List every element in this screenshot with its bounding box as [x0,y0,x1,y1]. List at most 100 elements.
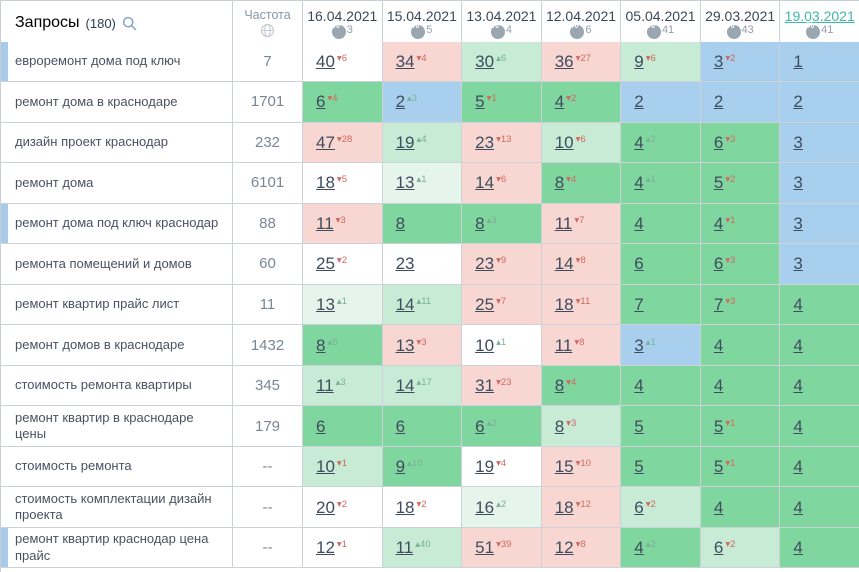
position-link[interactable]: 6 ▾2 [634,497,656,517]
position-link[interactable]: 4 [793,538,803,558]
position-link[interactable]: 25 ▾2 [316,254,347,274]
position-link[interactable]: 4 [713,497,724,517]
position-link[interactable]: 4 ▾2 [554,92,577,112]
keyword-cell[interactable]: ремонт квартир краснодар цена прайс [1,527,233,569]
position-link[interactable]: 2 [793,92,803,112]
position-link[interactable]: 20 ▾2 [316,497,347,517]
position-link[interactable]: 14 ▾8 [554,254,586,274]
position-link[interactable]: 11 ▾7 [554,213,585,233]
position-link[interactable]: 2 ▴3 [395,92,418,112]
position-link[interactable]: 5 [634,416,644,436]
position-link[interactable]: 6 ▾3 [713,132,736,152]
position-link[interactable]: 8 ▾3 [554,416,577,436]
position-link[interactable]: 51 ▾39 [475,538,512,558]
position-link[interactable]: 5 ▾1 [713,416,736,436]
frequency-header[interactable]: Частота [233,1,303,46]
position-link[interactable]: 4 [713,376,724,396]
position-link[interactable]: 1 [793,51,803,71]
position-link[interactable]: 40 ▾6 [316,51,347,71]
position-link[interactable]: 4 ▴2 [634,538,656,558]
position-link[interactable]: 3 [793,173,803,193]
position-link[interactable]: 13 ▴1 [395,173,427,193]
keyword-cell[interactable]: ремонт квартир в краснодаре цены [1,406,233,447]
position-link[interactable]: 2 [634,92,644,112]
position-link[interactable]: 4 [793,376,803,396]
position-link[interactable]: 8 ▾4 [554,173,577,193]
position-link[interactable]: 7 ▾3 [713,294,736,314]
position-link[interactable]: 5 ▾1 [475,92,497,112]
position-link[interactable]: 4 [793,294,803,314]
position-link[interactable]: 18 ▾12 [554,497,591,517]
position-link[interactable]: 4 ▴2 [634,132,656,152]
position-link[interactable]: 7 [634,294,644,314]
position-link[interactable]: 4 [634,376,644,396]
keyword-cell[interactable]: ремонт квартир прайс лист [1,284,233,326]
position-link[interactable]: 12 ▾8 [554,538,586,558]
position-link[interactable]: 6 ▴2 [475,416,497,436]
date-header[interactable]: 13.04.2021 % 4 [462,1,542,46]
position-link[interactable]: 4 [793,335,803,355]
position-link[interactable]: 18 ▾5 [316,173,347,193]
position-link[interactable]: 10 ▾6 [554,132,586,152]
keyword-cell[interactable]: стоимость ремонта квартиры [1,365,233,407]
position-link[interactable]: 6 ▾4 [316,92,338,112]
position-link[interactable]: 11 ▾3 [316,213,346,233]
keyword-cell[interactable]: ремонт дома под ключ краснодар [1,203,233,245]
position-link[interactable]: 11 ▾8 [554,335,585,355]
position-link[interactable]: 4 [634,213,644,233]
position-link[interactable]: 15 ▾10 [554,457,591,477]
position-link[interactable]: 10 ▴1 [475,335,507,355]
date-header[interactable]: 12.04.2021 % 6 [541,1,622,46]
position-link[interactable]: 36 ▾27 [554,51,591,71]
position-link[interactable]: 31 ▾23 [475,376,512,396]
position-link[interactable]: 13 ▾3 [395,335,427,355]
position-link[interactable]: 23 ▾13 [475,132,512,152]
position-link[interactable]: 3 [793,132,803,152]
position-link[interactable]: 25 ▾7 [475,294,507,314]
position-link[interactable]: 3 ▾2 [713,51,736,71]
date-header[interactable]: 16.04.2021 % 3 [303,1,383,46]
date-header[interactable]: 19.03.2021 % 41 [780,1,859,46]
position-link[interactable]: 47 ▾28 [316,132,353,152]
keyword-cell[interactable]: ремонт домов в краснодаре [1,325,233,366]
position-link[interactable]: 5 ▾2 [713,173,736,193]
position-link[interactable]: 14 ▴11 [395,294,432,314]
position-link[interactable]: 2 [713,92,724,112]
position-link[interactable]: 4 [793,457,803,477]
keyword-cell[interactable]: ремонт дома [1,163,233,204]
position-link[interactable]: 19 ▾4 [475,457,507,477]
position-link[interactable]: 23 ▾9 [475,254,507,274]
position-link[interactable]: 14 ▾6 [475,173,507,193]
position-link[interactable]: 4 ▾1 [713,213,736,233]
position-link[interactable]: 34 ▾4 [395,51,427,71]
position-link[interactable]: 9 ▴10 [395,457,423,477]
position-link[interactable]: 12 ▾1 [316,538,347,558]
position-link[interactable]: 5 [634,457,644,477]
keyword-cell[interactable]: стоимость комплектации дизайн проекта [1,487,233,528]
search-icon[interactable] [122,16,137,31]
position-link[interactable]: 11 ▴40 [395,538,431,558]
position-link[interactable]: 8 ▾4 [554,376,577,396]
position-link[interactable]: 4 [793,416,803,436]
position-link[interactable]: 5 ▾1 [713,457,736,477]
position-link[interactable]: 18 ▾11 [554,294,591,314]
position-link[interactable]: 4 ▴1 [634,173,656,193]
position-link[interactable]: 23 [395,254,415,274]
position-link[interactable]: 14 ▴17 [395,376,432,396]
position-link[interactable]: 8 ▴3 [475,213,497,233]
position-link[interactable]: 30 ▴6 [475,51,507,71]
date-header[interactable]: 05.04.2021 % 41 [621,1,701,46]
position-link[interactable]: 3 [793,254,803,274]
position-link[interactable]: 11 ▴3 [316,376,346,396]
position-link[interactable]: 6 [634,254,644,274]
keyword-cell[interactable]: евроремонт дома под ключ [1,41,233,83]
position-link[interactable]: 19 ▴4 [395,132,427,152]
position-link[interactable]: 18 ▾2 [395,497,427,517]
position-link[interactable]: 6 ▾3 [713,254,736,274]
position-link[interactable]: 10 ▾1 [316,457,347,477]
position-link[interactable]: 8 [395,213,406,233]
position-link[interactable]: 3 ▴1 [634,335,656,355]
date-header[interactable]: 29.03.2021 % 43 [700,1,781,46]
position-link[interactable]: 13 ▴1 [316,294,347,314]
keyword-cell[interactable]: ремонта помещений и домов [1,244,233,285]
